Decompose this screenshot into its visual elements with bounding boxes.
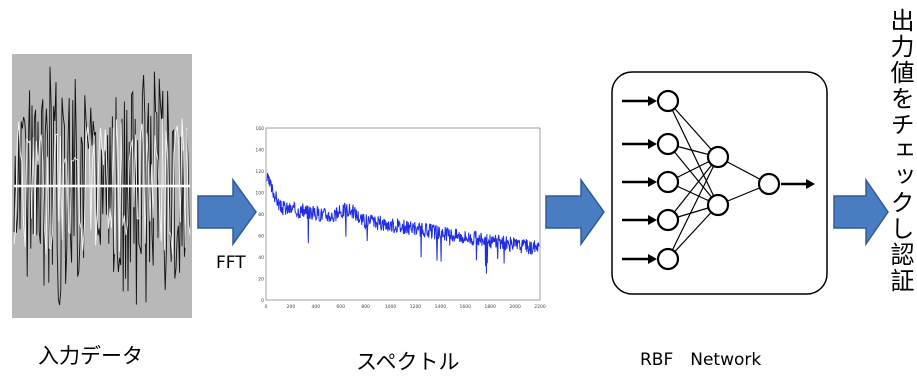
spectrum-y-tick: 20 [258, 277, 264, 283]
spectrum-label: スペクトル [356, 350, 460, 374]
spectrum-y-tick: 140 [255, 148, 264, 154]
input-node [656, 132, 680, 156]
input-node [656, 170, 680, 194]
spectrum-x-tick: 800 [361, 304, 370, 310]
spectrum-y-ticks: 160 140 120 100 80 60 40 20 0 [255, 126, 264, 304]
spectrum-x-tick: 1200 [410, 304, 422, 310]
spectrum-x-tick: 1800 [484, 304, 496, 310]
spectrum-y-tick: 60 [258, 234, 264, 240]
spectrum-x-tick: 1000 [385, 304, 397, 310]
spectrum-y-tick: 160 [255, 126, 264, 132]
input-node [656, 247, 680, 271]
arrow-1 [197, 177, 257, 247]
spectrum-x-tick: 400 [312, 304, 321, 310]
spectrum-y-tick: 40 [258, 255, 264, 261]
spectrum-x-tick: 1400 [435, 304, 447, 310]
input-data-label: 入力データ [38, 344, 143, 368]
spectrum-y-tick: 0 [261, 298, 264, 304]
hidden-node [706, 145, 730, 169]
arrow-3 [833, 177, 889, 247]
fft-label: FFT [216, 253, 246, 273]
spectrum-x-tick: 0 [265, 304, 268, 310]
spectrum-y-tick: 120 [255, 169, 264, 175]
rbf-network-label: RBF Network [640, 350, 762, 370]
spectrum-x-tick: 200 [287, 304, 296, 310]
spectrum-x-tick: 2200 [534, 304, 546, 310]
network-input-arrows [622, 96, 657, 264]
spectrum-x-ticks: 0 200 400 600 800 1000 1200 1400 1600 1800 2000 220… [265, 304, 546, 310]
waveform-lines [13, 66, 191, 306]
network-frame [611, 71, 828, 295]
arrow-2 [545, 177, 605, 247]
input-node [656, 89, 680, 113]
spectrum-x-tick: 2000 [509, 304, 521, 310]
spectrum-y-tick: 100 [255, 191, 264, 197]
network-output-arrow [781, 179, 815, 189]
spectrum-x-tick: 600 [336, 304, 345, 310]
spectrum-line [266, 172, 540, 274]
input-node [656, 208, 680, 232]
spectrum-x-tick: 1600 [460, 304, 472, 310]
spectrum-y-tick: 80 [258, 212, 264, 218]
hidden-node [706, 193, 730, 217]
network-nodes [656, 89, 781, 271]
output-node [757, 172, 781, 196]
output-label: 出力値をチェックし認証 [886, 8, 914, 294]
